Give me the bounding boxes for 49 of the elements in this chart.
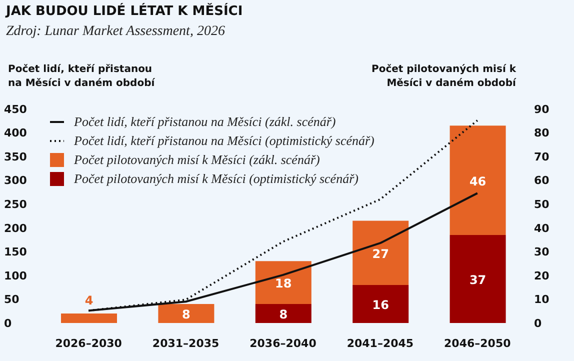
data-label: 27 — [372, 246, 389, 261]
bar — [255, 261, 312, 304]
y2-tick-label: 90 — [534, 102, 550, 116]
y2-tick-label: 70 — [534, 150, 550, 164]
y-tick-label: 250 — [4, 198, 28, 212]
text: Zdroj: Lunar Market Assessment, 2026 — [6, 24, 225, 40]
y-tick-label: 300 — [4, 174, 28, 188]
bar — [352, 220, 409, 285]
data-label: 4 — [84, 293, 94, 308]
x-tick-label: 2026–2030 — [55, 336, 122, 350]
y-tick-label: 350 — [4, 150, 28, 164]
y-tick-label: 0 — [4, 316, 12, 330]
y2-tick-label: 0 — [534, 316, 542, 330]
x-tick-label: 2036–2040 — [250, 336, 317, 350]
y-tick-label: 50 — [4, 293, 20, 306]
y2-tick-label: 60 — [534, 174, 550, 188]
y-tick-label: 200 — [4, 222, 28, 235]
legend-label: Počet pilotovaných misí k Měsíci (zákl. scénář) — [74, 152, 320, 168]
legend-label: Počet lidí, kteří přistanou na Měsíci (zákl. scénář) — [74, 114, 336, 130]
x-tick-label: 2041–2045 — [346, 336, 414, 350]
bar — [61, 313, 117, 323]
y2-tick-label: 80 — [534, 126, 550, 140]
y2-tick-label: 40 — [534, 222, 550, 235]
data-label: 16 — [372, 298, 389, 312]
bar — [158, 304, 214, 323]
y2-axis-title: Počet pilotovaných misí k Měsíci v daném období — [370, 63, 516, 91]
y-tick-label: 400 — [4, 126, 28, 140]
x-tick-label: 2046–2050 — [444, 336, 512, 350]
legend-label: Počet lidí, kteří přistanou na Měsíci (optimistický scénář) — [74, 132, 374, 148]
y2-tick-label: 20 — [534, 269, 550, 282]
legend-label: Počet pilotovaných misí k Měsíci (optimistický scénář) — [74, 170, 358, 186]
bar — [255, 304, 312, 323]
data-label: 8 — [182, 307, 190, 322]
data-label: 8 — [279, 307, 288, 322]
data-label: 18 — [275, 276, 292, 291]
bar — [450, 235, 506, 323]
y-tick-label: 450 — [4, 102, 28, 116]
bar — [352, 284, 409, 323]
y-tick-label: 150 — [4, 246, 28, 259]
data-label: 46 — [469, 174, 486, 188]
y2-tick-label: 30 — [534, 246, 550, 259]
data-label: 37 — [469, 273, 486, 288]
bar — [450, 126, 506, 236]
y2-tick-label: 10 — [534, 293, 550, 306]
y2-tick-label: 50 — [534, 198, 550, 212]
y-tick-label: 100 — [4, 269, 28, 282]
y-axis-title: Počet lidí, kteří přistanou na Měsíci v daném období — [8, 63, 156, 91]
x-tick-label: 2031–2035 — [152, 336, 220, 350]
chart-title: JAK BUDOU LIDÉ LÉTAT K MĚSÍCI — [6, 4, 243, 19]
